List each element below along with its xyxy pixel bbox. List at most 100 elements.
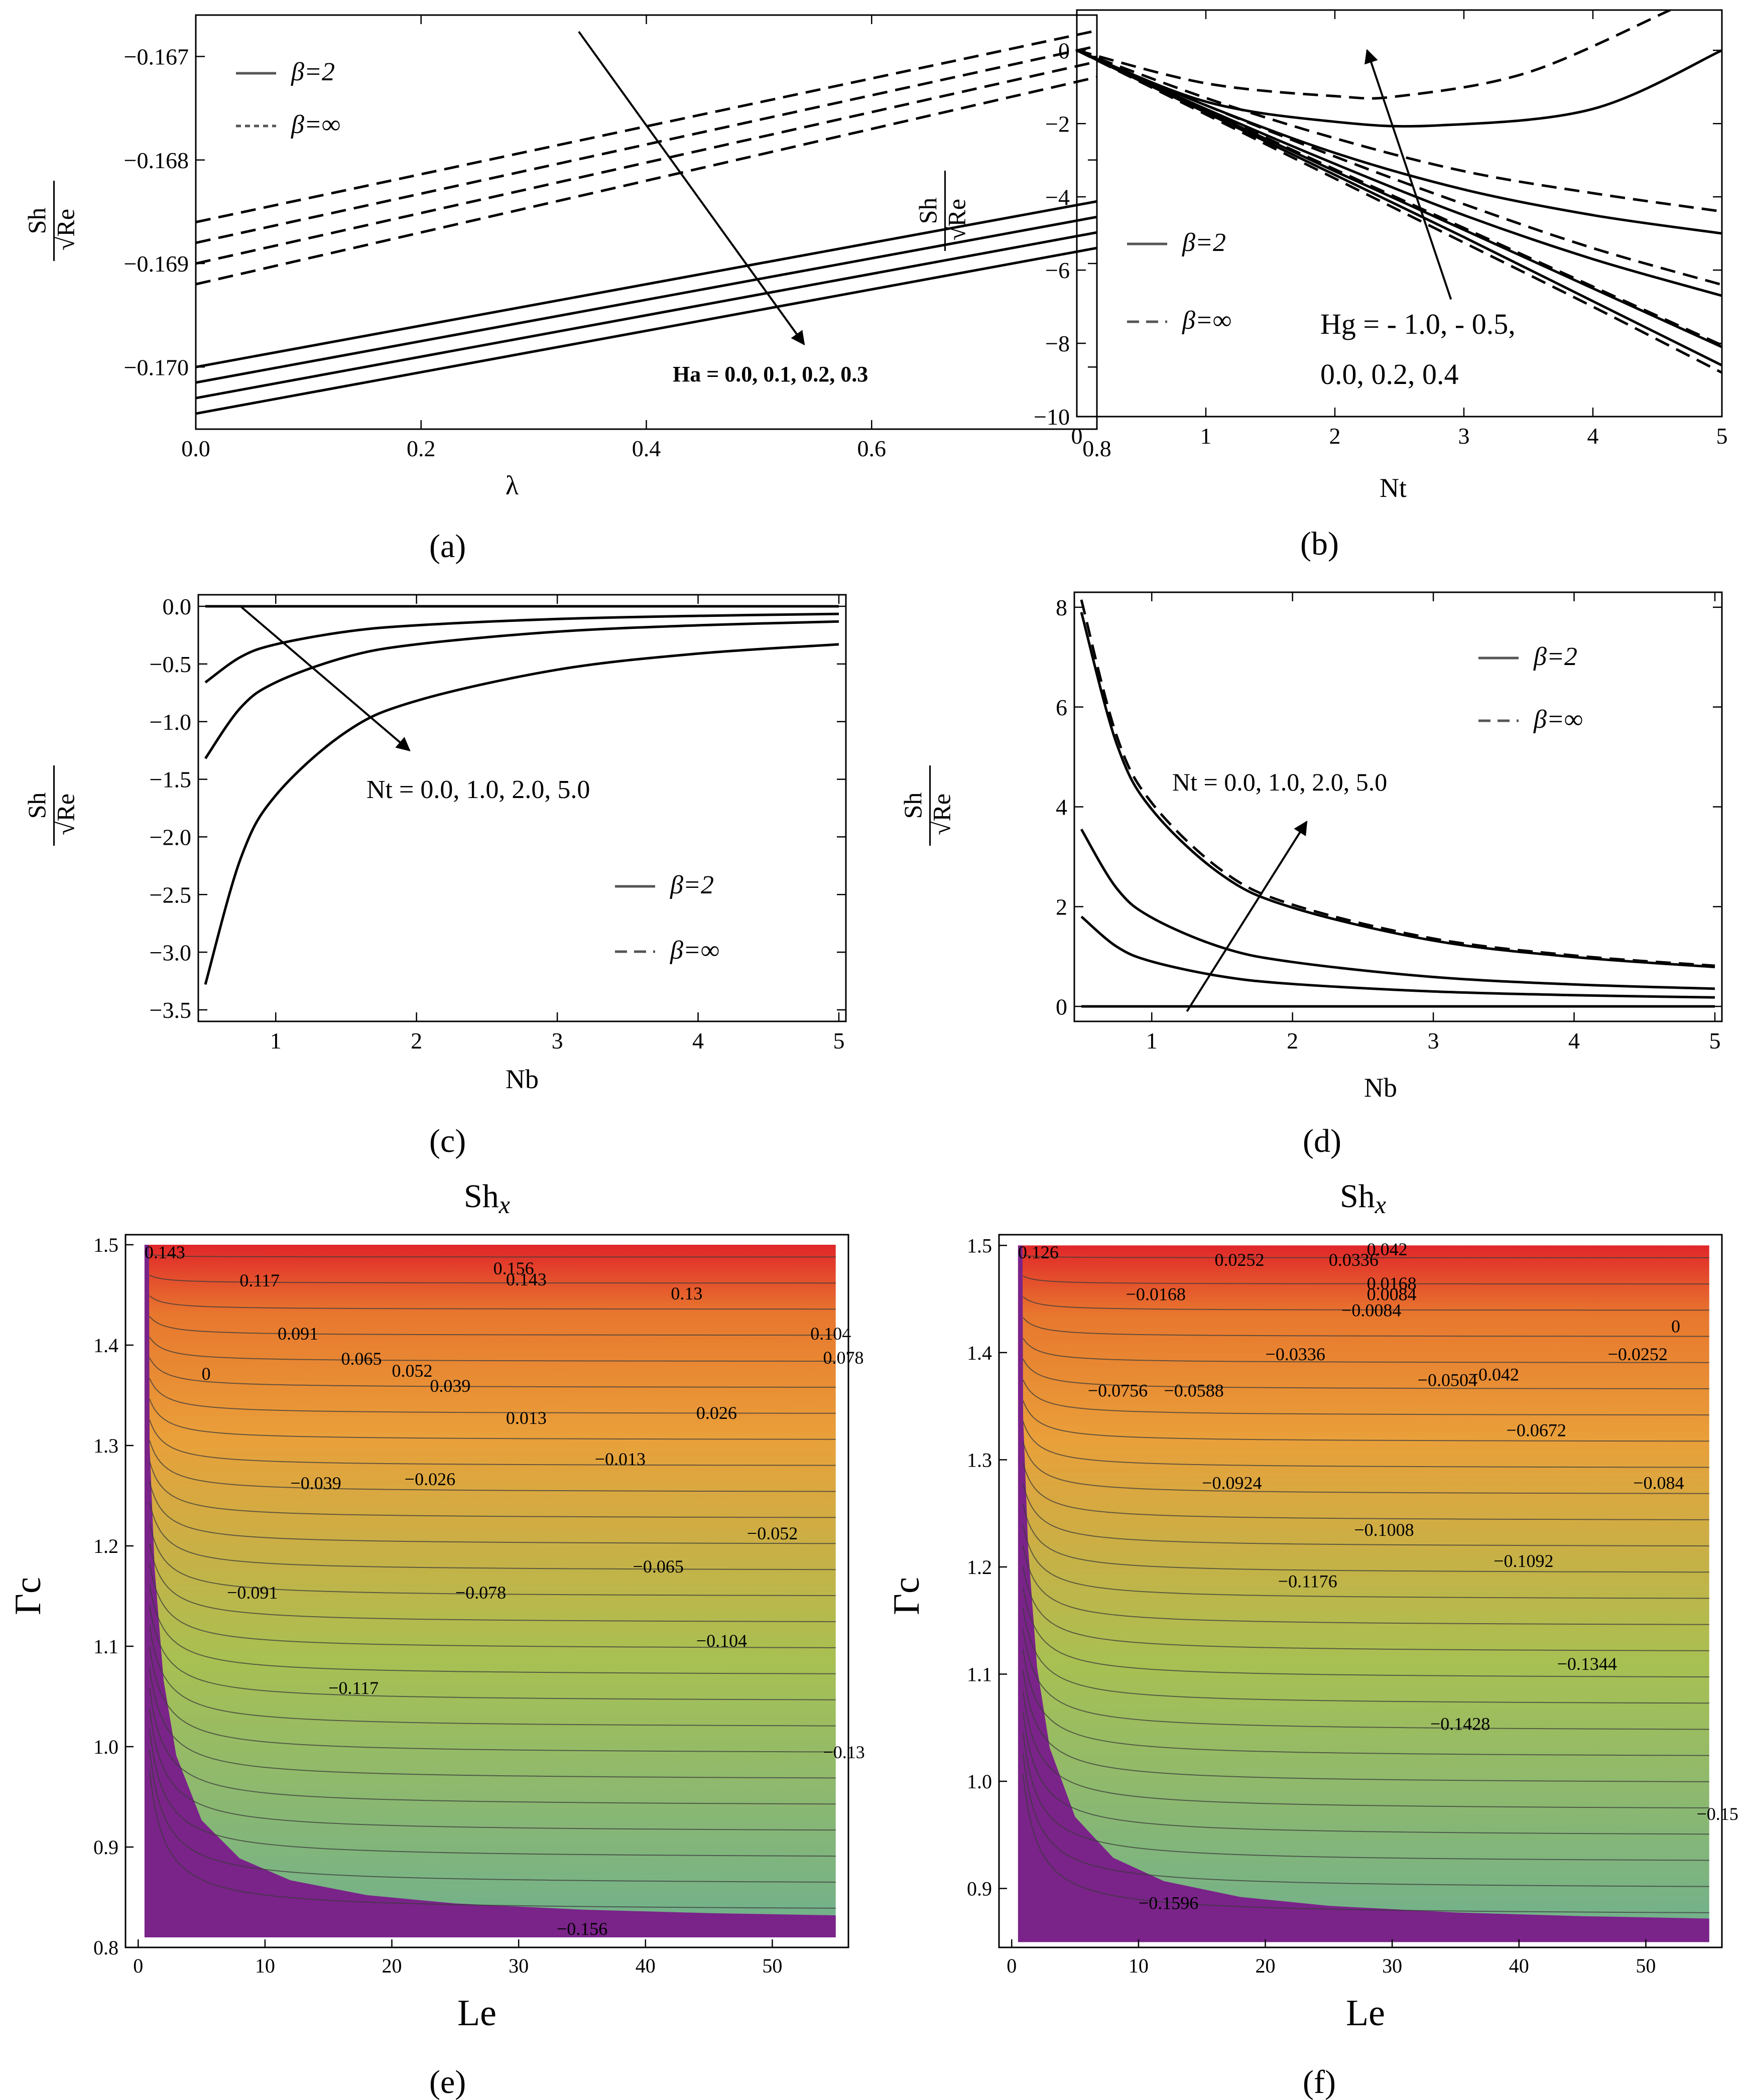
contour-line-20 xyxy=(1023,1379,1709,1416)
contour-label-15: −0.0588 xyxy=(1164,1381,1223,1401)
contour-line-8 xyxy=(149,1626,836,1727)
x-axis-label: λ xyxy=(506,470,519,500)
contour-label-16: −0.0672 xyxy=(1507,1420,1566,1440)
contour-label-18: −0.084 xyxy=(1633,1473,1684,1493)
contour-line-13 xyxy=(149,1522,836,1597)
contour-label-6: 0.091 xyxy=(278,1324,318,1344)
annotation-arrow xyxy=(578,31,805,346)
x-tick-label: 1 xyxy=(1200,423,1212,449)
contour-line-25 xyxy=(1023,1275,1709,1285)
contour-line-12 xyxy=(149,1543,836,1622)
y-tick-label: 1.3 xyxy=(93,1434,118,1457)
heatmap-field xyxy=(1018,1245,1709,1942)
series-group xyxy=(1077,10,1722,374)
y-tick-label: 4 xyxy=(1056,795,1067,820)
annotation-text-line-2: 0.0, 0.2, 0.4 xyxy=(1320,358,1459,390)
contour-line-16 xyxy=(149,1461,836,1518)
y-tick-label: 0.9 xyxy=(93,1836,118,1859)
y-axis-label: Γc xyxy=(886,1577,927,1615)
contour-line-26 xyxy=(1023,1254,1709,1258)
contour-label-20: −0.1092 xyxy=(1493,1551,1553,1571)
series-line-1 xyxy=(196,29,1097,223)
contour-line-3 xyxy=(1023,1733,1709,1861)
legend-label-2: β=∞ xyxy=(1182,306,1231,335)
y-tick-label: −3.0 xyxy=(150,940,191,965)
y-tick-label: −4 xyxy=(1045,184,1070,210)
contour-label-20: −0.091 xyxy=(227,1583,278,1603)
contour-label-22: −0.1344 xyxy=(1557,1654,1617,1674)
panel-d: 1 2 3 4 5 0 2 4 6 8 Nb Sh √Re β=2 β=∞ Nt = 0.0, 1.0, 2.… xyxy=(899,591,1723,1159)
contour-label-8: −0.0084 xyxy=(1341,1300,1401,1320)
contour-label-9: 0 xyxy=(1671,1317,1680,1337)
x-tick-label: 3 xyxy=(1458,423,1470,449)
annotation-arrow xyxy=(239,605,411,751)
series-line-5 xyxy=(1080,599,1715,967)
y-tick-label: 1.1 xyxy=(967,1663,992,1685)
panel-b: 0 1 2 3 4 5 0 −2 −4 −6 −8 −10 Nt Sh √Re β=2 β=∞ Hg = - 1.… xyxy=(914,9,1728,562)
legend-label-1: β=2 xyxy=(291,58,335,86)
contour-line-4 xyxy=(1023,1712,1709,1835)
x-axis-label: Nt xyxy=(1380,473,1407,503)
contour-line-22 xyxy=(1023,1338,1709,1363)
contour-line-26 xyxy=(149,1254,836,1258)
series-line-8 xyxy=(196,246,1097,415)
contour-line-17 xyxy=(149,1440,836,1492)
contour-label-23: −0.117 xyxy=(328,1678,379,1698)
x-tick-label: 4 xyxy=(1568,1028,1580,1054)
series-line-2 xyxy=(1080,915,1715,999)
plot-frame xyxy=(1076,9,1723,418)
y-tick-label: −0.170 xyxy=(124,354,189,380)
contour-line-15 xyxy=(1023,1483,1709,1547)
contour-label-23: −0.1428 xyxy=(1430,1714,1490,1734)
y-tick-label: −1.0 xyxy=(150,709,191,735)
y-axis-label: Sh √Re xyxy=(914,171,971,251)
contour-line-10 xyxy=(149,1585,836,1674)
contour-label-7: −0.0168 xyxy=(1126,1284,1186,1304)
contour-line-8 xyxy=(1023,1629,1709,1730)
contour-label-1: 0.143 xyxy=(145,1242,185,1262)
y-tick-label: −6 xyxy=(1045,257,1070,283)
x-tick-label: 0.8 xyxy=(1082,436,1111,461)
series-line-2 xyxy=(1077,10,1671,100)
series-line-2 xyxy=(204,612,839,684)
y-tick-label: −1.5 xyxy=(150,767,191,793)
chart-title-main: Sh xyxy=(464,1178,499,1215)
contour-label-5: 0.13 xyxy=(671,1283,702,1303)
x-tick-label: 2 xyxy=(411,1028,422,1054)
legend-label-1: β=2 xyxy=(1533,642,1577,671)
contour-line-6 xyxy=(149,1667,836,1779)
y-label-numerator: Sh xyxy=(23,793,51,819)
y-tick-label: 1.5 xyxy=(93,1234,118,1256)
contour-label-12: 0.039 xyxy=(430,1376,470,1396)
contour-line-7 xyxy=(1023,1649,1709,1756)
contour-label-17: −0.026 xyxy=(405,1469,455,1489)
contour-label-16: −0.039 xyxy=(290,1473,341,1493)
contour-line-21 xyxy=(149,1357,836,1388)
annotation-arrow xyxy=(1186,820,1308,1012)
contour-label-3: 0.0252 xyxy=(1214,1250,1264,1270)
series-line-10 xyxy=(1077,49,1722,374)
legend-label-1: β=2 xyxy=(1182,228,1226,257)
x-axis-label: Le xyxy=(1346,1993,1385,2034)
y-label-numerator: Sh xyxy=(23,208,51,234)
contour-label-14: −0.0756 xyxy=(1088,1381,1148,1401)
x-tick-label: 0 xyxy=(1071,423,1083,449)
y-tick-label: 1.2 xyxy=(93,1535,118,1557)
x-tick-label: 40 xyxy=(1509,1954,1529,1977)
contour-label-6: 0.0084 xyxy=(1367,1284,1417,1304)
contour-label-11: 0 xyxy=(202,1364,211,1384)
contour-line-4 xyxy=(149,1709,836,1831)
plot-frame xyxy=(197,594,847,1022)
y-tick-label: 1.0 xyxy=(93,1736,118,1758)
contour-label-21: −0.1176 xyxy=(1278,1571,1337,1592)
contour-line-24 xyxy=(149,1295,836,1310)
y-label-numerator: Sh xyxy=(899,793,927,819)
panel-caption: (f) xyxy=(1303,2064,1336,2100)
x-tick-label: 4 xyxy=(1587,423,1599,449)
y-tick-label: 0.9 xyxy=(967,1878,992,1900)
y-tick-label: 2 xyxy=(1056,894,1067,920)
y-tick-label: 1.1 xyxy=(93,1635,118,1658)
series-line-2 xyxy=(196,45,1097,244)
contour-label-7: 0.104 xyxy=(810,1324,851,1344)
